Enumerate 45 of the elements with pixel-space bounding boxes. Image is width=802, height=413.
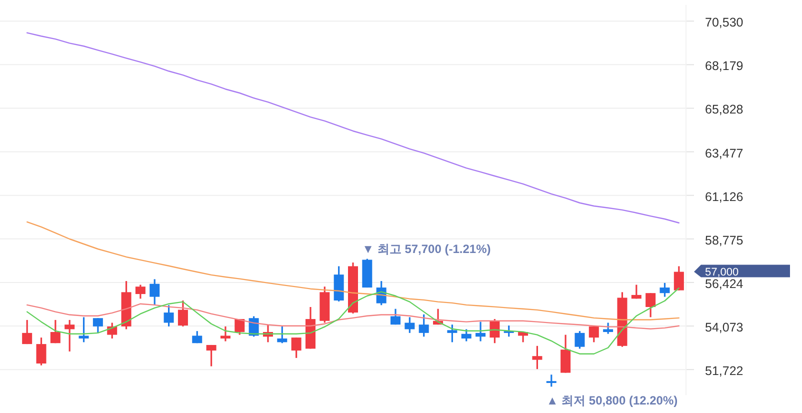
candlestick xyxy=(476,321,486,342)
ytick: 63,477 xyxy=(705,146,744,160)
candlestick xyxy=(36,336,46,366)
candlestick xyxy=(50,319,60,344)
candlestick xyxy=(418,314,429,338)
candlestick xyxy=(588,326,599,343)
candlestick xyxy=(78,316,89,343)
candlestick xyxy=(390,308,401,326)
candlestick xyxy=(546,374,556,388)
candlestick xyxy=(646,292,656,318)
candlestick xyxy=(178,300,188,328)
candlestick xyxy=(64,319,75,352)
ytick: 56,424 xyxy=(705,276,744,291)
candlestick xyxy=(92,317,103,334)
line-series xyxy=(26,221,680,320)
candlestick xyxy=(574,330,585,350)
text: 57,000 xyxy=(705,266,739,278)
annotation: ▲ 최저 50,800 (12.20%) xyxy=(546,394,678,408)
candlestick xyxy=(603,322,614,335)
candlestick xyxy=(404,316,415,334)
candlestick xyxy=(560,334,571,374)
candlestick xyxy=(447,324,458,343)
ytick: 58,775 xyxy=(705,233,744,248)
ytick: 65,828 xyxy=(705,102,744,117)
annotation: ▼ 최고 57,700 (-1.21%) xyxy=(362,242,491,256)
candlestick xyxy=(660,282,670,298)
ytick: 51,722 xyxy=(705,364,744,378)
candlestick xyxy=(220,326,230,342)
candlestick xyxy=(150,278,160,306)
candlestick xyxy=(206,344,216,368)
line-series xyxy=(26,32,680,224)
ytick: 68,179 xyxy=(705,59,744,74)
candlestick xyxy=(277,326,288,344)
candlestick xyxy=(192,330,202,344)
candlestick xyxy=(164,304,174,328)
candlestick xyxy=(631,284,642,300)
candlestick xyxy=(291,336,302,359)
candlestick xyxy=(532,345,542,370)
candlestick xyxy=(135,284,146,300)
candlestick xyxy=(674,265,684,292)
ytick: 70,530 xyxy=(705,16,744,30)
ytick: 61,126 xyxy=(705,190,744,204)
ytick: 54,073 xyxy=(705,320,744,335)
candlestick xyxy=(461,328,472,342)
candlestick xyxy=(22,319,32,345)
